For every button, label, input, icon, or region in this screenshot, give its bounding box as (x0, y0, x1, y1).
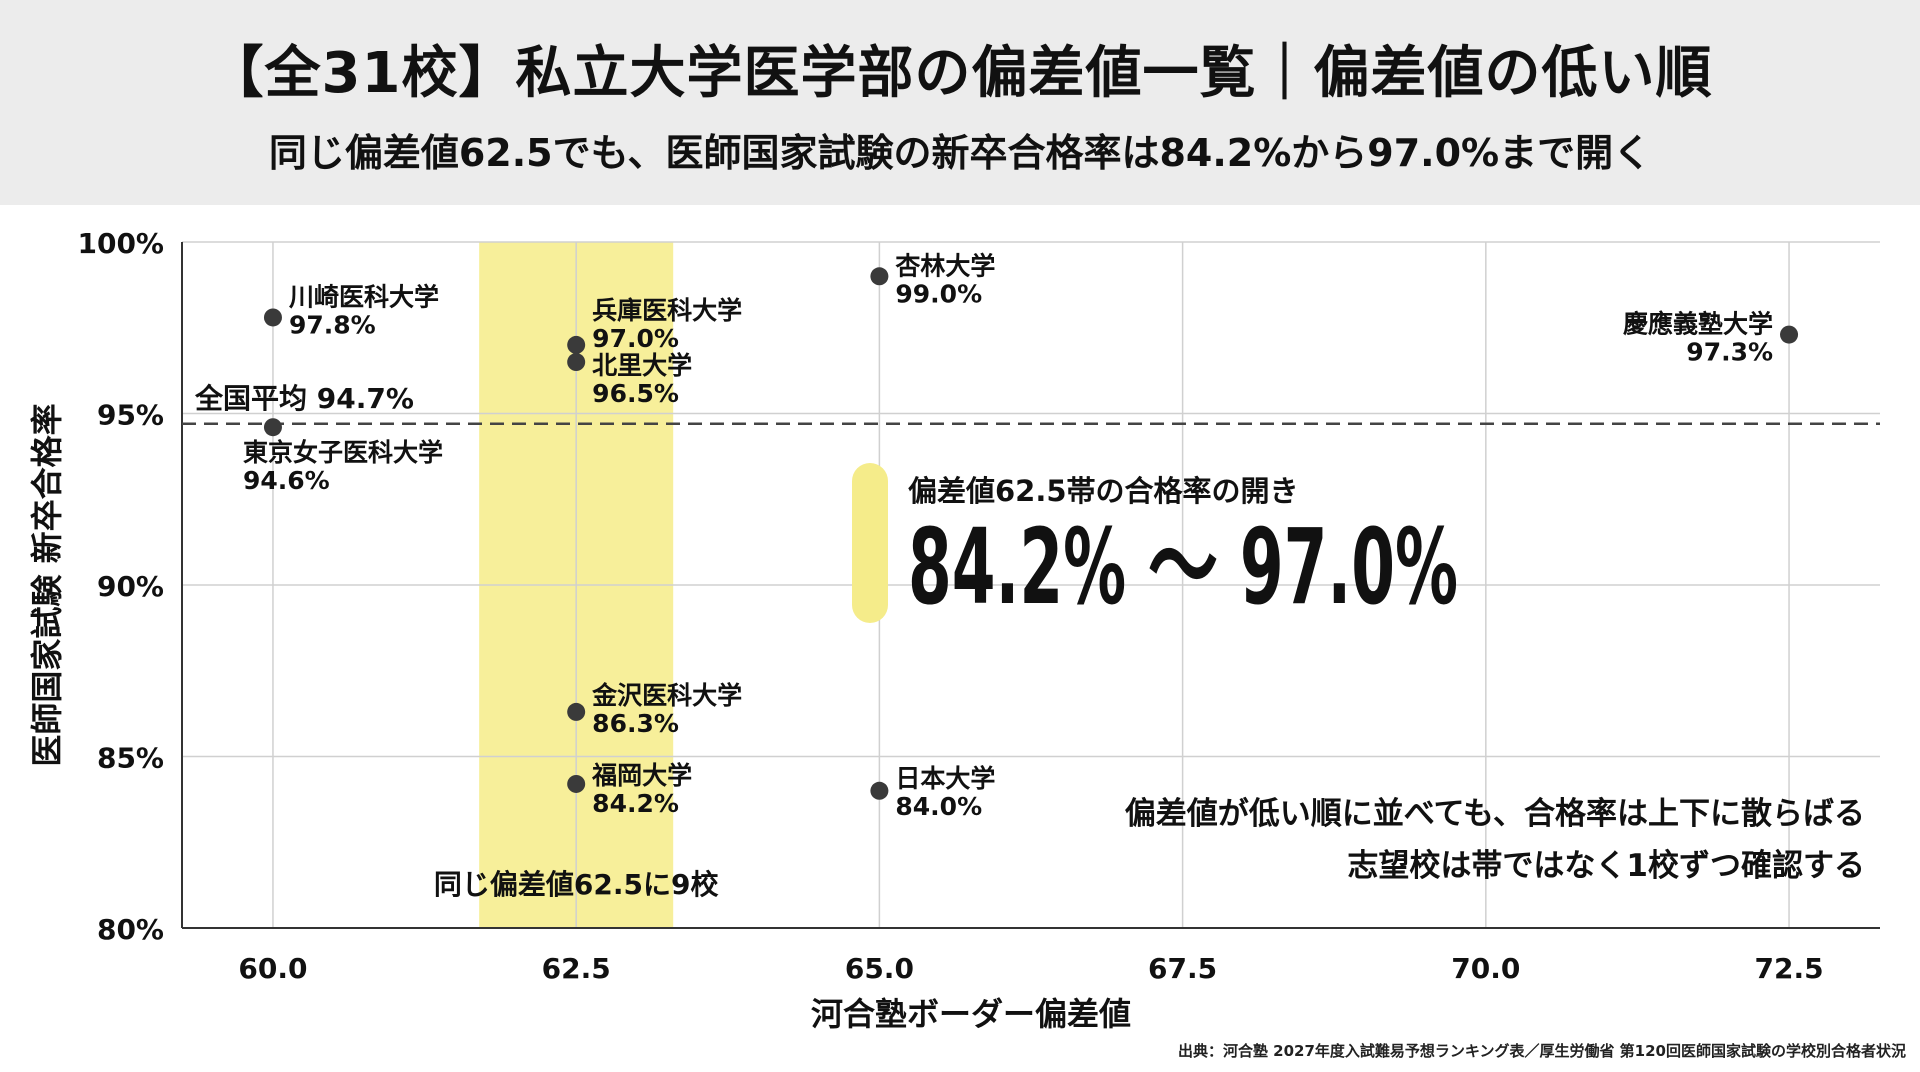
point-name-label: 川崎医科大学 (289, 282, 439, 311)
y-tick-label: 90% (97, 570, 164, 603)
data-point (870, 781, 889, 800)
point-name-label: 日本大学 (895, 764, 995, 793)
x-tick-label: 62.5 (542, 952, 611, 985)
point-name-label: 北里大学 (592, 351, 692, 380)
header-band (0, 0, 1920, 205)
point-value-label: 97.8% (289, 310, 376, 339)
y-tick-label: 85% (97, 742, 164, 775)
page-subtitle: 同じ偏差値62.5でも、医師国家試験の新卒合格率は84.2%から97.0%まで開… (268, 131, 1652, 175)
callout-accent-bar (852, 463, 888, 623)
point-value-label: 97.0% (592, 324, 679, 353)
y-axis-title: 医師国家試験 新卒合格率 (28, 403, 66, 766)
x-tick-label: 72.5 (1754, 952, 1823, 985)
point-value-label: 97.3% (1686, 338, 1773, 367)
point-value-label: 96.5% (592, 379, 679, 408)
source-note: 出典：河合塾 2027年度入試難易予想ランキング表／厚生労働省 第120回医師国… (1177, 1042, 1906, 1060)
point-value-label: 84.0% (895, 792, 982, 821)
data-point (567, 353, 586, 372)
data-point (567, 702, 586, 721)
x-tick-label: 67.5 (1148, 952, 1217, 985)
x-axis-title: 河合塾ボーダー偏差値 (811, 995, 1131, 1033)
point-name-label: 慶應義塾大学 (1623, 310, 1773, 339)
point-value-label: 99.0% (895, 279, 982, 308)
x-tick-label: 70.0 (1451, 952, 1520, 985)
callout-label: 偏差値62.5帯の合格率の開き (908, 474, 1299, 508)
x-tick-label: 60.0 (238, 952, 307, 985)
point-name-label: 兵庫医科大学 (592, 296, 742, 325)
point-value-label: 86.3% (592, 709, 679, 738)
note-line: 志望校は帯ではなく1校ずつ確認する (1347, 848, 1865, 884)
data-point (870, 267, 889, 286)
point-name-label: 杏林大学 (895, 251, 995, 280)
callout-value: 84.2% 〜 97.0% (908, 506, 1458, 628)
y-tick-label: 80% (97, 913, 164, 946)
data-point (263, 308, 282, 327)
y-tick-label: 95% (97, 399, 164, 432)
point-name-label: 金沢医科大学 (591, 681, 742, 710)
page-title: 【全31校】私立大学医学部の偏差値一覧｜偏差値の低い順 (207, 41, 1713, 106)
point-name-label: 福岡大学 (591, 761, 692, 790)
point-value-label: 84.2% (592, 789, 679, 818)
data-point (567, 335, 586, 354)
highlight-band-label: 同じ偏差値62.5に9校 (434, 868, 720, 901)
point-name-label: 東京女子医科大学 (243, 438, 443, 467)
note-line: 偏差値が低い順に並べても、合格率は上下に散らばる (1125, 796, 1865, 832)
data-point (1780, 325, 1799, 344)
x-tick-label: 65.0 (845, 952, 914, 985)
data-point (567, 774, 586, 793)
average-reference-label: 全国平均 94.7% (194, 382, 414, 415)
y-tick-label: 100% (77, 227, 164, 260)
data-point (263, 418, 282, 437)
point-value-label: 94.6% (243, 466, 330, 495)
